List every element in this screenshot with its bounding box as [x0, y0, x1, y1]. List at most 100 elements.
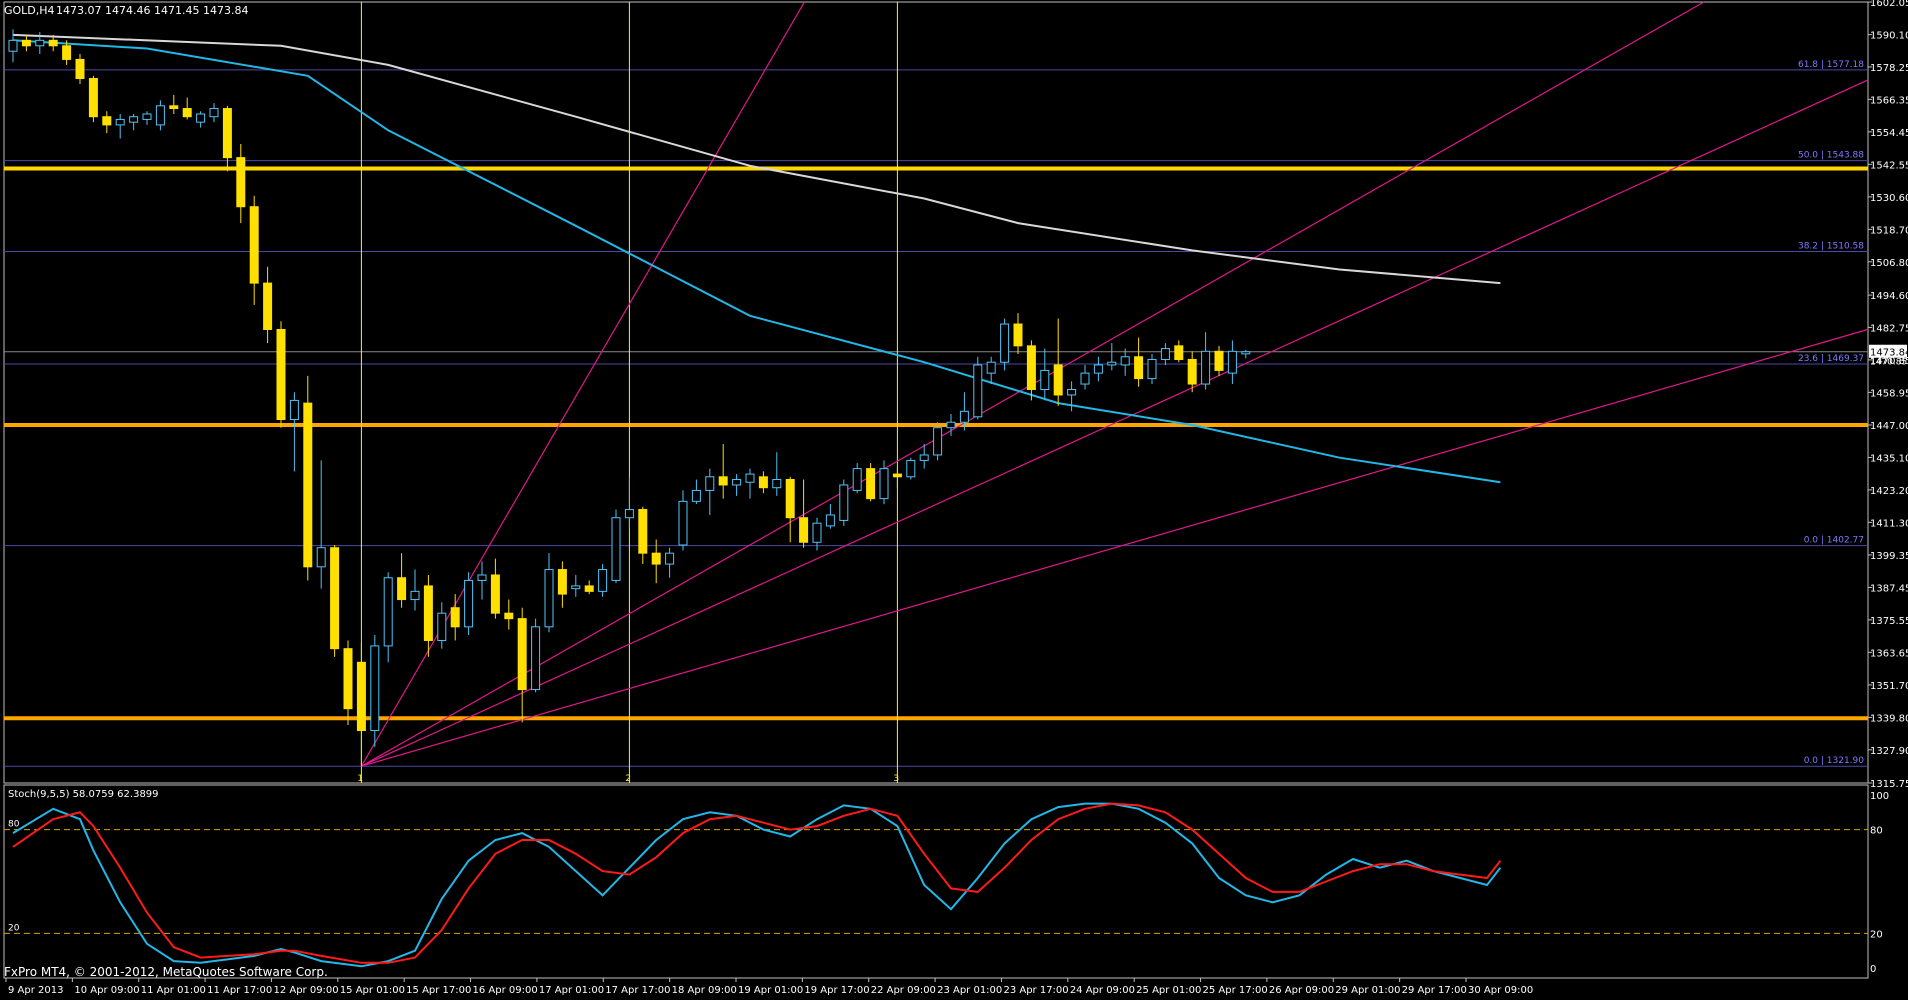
candle-body	[1241, 351, 1251, 355]
candle-body	[21, 39, 31, 47]
candle-body	[892, 473, 902, 478]
candle-body	[115, 118, 125, 126]
price-tick-label: 1578.25	[1870, 63, 1908, 74]
candle-body	[1227, 350, 1237, 374]
time-tick-label: 25 Apr 01:00	[1136, 985, 1201, 996]
time-tick-label: 29 Apr 01:00	[1335, 985, 1400, 996]
time-tick-label: 25 Apr 17:00	[1203, 985, 1268, 996]
candle-body	[933, 427, 943, 456]
candle-body	[1134, 356, 1144, 380]
price-tick-label: 1339.80	[1870, 713, 1908, 724]
symbol-label: GOLD,H4	[4, 4, 55, 17]
current-price-sub-label: 1470.85	[1870, 358, 1907, 368]
stoch-level-label: 80	[8, 820, 20, 830]
candle-body	[464, 579, 474, 628]
time-tick-label: 15 Apr 01:00	[340, 985, 405, 996]
price-tick-label: 1530.60	[1870, 193, 1908, 204]
candle-body	[289, 399, 299, 421]
fib-level-label: 50.0 | 1543.88	[1798, 151, 1864, 161]
price-tick-label: 1554.45	[1870, 128, 1908, 139]
cycle-lines: 1 2 3	[357, 2, 899, 784]
candle-body	[946, 421, 956, 429]
candle-body	[48, 39, 58, 47]
candle-body	[236, 157, 246, 208]
price-tick-label: 1399.35	[1870, 551, 1908, 562]
candle-body	[1040, 369, 1050, 390]
time-tick-label: 18 Apr 09:00	[672, 985, 737, 996]
price-tick-label: 1602.05	[1870, 0, 1908, 9]
candle-body	[678, 500, 688, 546]
candle-body	[129, 116, 139, 123]
fibonacci-levels: 61.8 | 1577.18 50.0 | 1543.88 38.2 | 1510.…	[4, 60, 1868, 767]
time-tick-label: 17 Apr 01:00	[539, 985, 604, 996]
candle-body	[1067, 388, 1077, 396]
time-axis: 9 Apr 2013 10 Apr 09:00 11 Apr 01:00 11 Apr…	[5, 978, 1533, 996]
candle-body	[638, 509, 648, 554]
candle-body	[356, 661, 366, 731]
candle-body	[571, 585, 581, 590]
fib-level-label: 0.0 | 1321.90	[1804, 756, 1865, 766]
stoch-series-line	[12, 802, 1502, 968]
price-tick-label: 1470.85	[1870, 356, 1908, 367]
candle-body	[745, 473, 755, 483]
candle-body	[1026, 345, 1036, 390]
candle-body	[732, 479, 742, 486]
fib-level-label: 61.8 | 1577.18	[1798, 60, 1864, 70]
candle-body	[102, 116, 112, 126]
candle-body	[423, 585, 433, 641]
time-tick-label: 19 Apr 17:00	[804, 985, 869, 996]
candle-body	[1160, 348, 1170, 360]
time-tick-label: 17 Apr 17:00	[605, 985, 670, 996]
candle-body	[1214, 350, 1224, 371]
candle-body	[718, 476, 728, 486]
candle-body	[825, 514, 835, 527]
price-tick-label: 1363.65	[1870, 648, 1908, 659]
candle-body	[758, 476, 768, 489]
stoch-tick-label: 100	[1870, 791, 1889, 802]
stoch-series-line	[12, 802, 1502, 964]
moving-average-line	[12, 39, 1501, 484]
candle-body	[1053, 364, 1063, 396]
price-axis: 1602.05 1590.10 1578.25 1566.35 1554.45 1542.…	[1868, 0, 1908, 790]
candle-body	[1120, 356, 1130, 366]
gann-fan-line	[361, 79, 1869, 767]
candle-body	[544, 569, 554, 628]
time-tick-label: 23 Apr 17:00	[1003, 985, 1068, 996]
gann-fan-line	[360, 1, 805, 767]
stochastic-panel: Stoch(9,5,5) 58.0759 62.3899 80 20 100 80 20 0	[4, 789, 1889, 975]
candle-body	[196, 113, 206, 123]
price-tick-label: 1447.00	[1870, 421, 1908, 432]
stoch-indicator-label: Stoch(9,5,5) 58.0759 62.3899	[8, 789, 159, 800]
candle-body	[812, 522, 822, 543]
time-tick-label: 24 Apr 09:00	[1070, 985, 1135, 996]
candle-body	[959, 410, 969, 423]
candle-body	[276, 328, 286, 421]
fib-level-label: 0.0 | 1402.77	[1804, 536, 1864, 546]
candle-body	[142, 113, 152, 120]
candle-body	[8, 39, 18, 52]
candle-body	[665, 552, 675, 565]
candle-body	[316, 547, 326, 568]
candle-body	[490, 574, 500, 614]
price-tick-label: 1566.35	[1870, 95, 1908, 106]
candle-body	[1201, 350, 1211, 385]
price-tick-label: 1411.30	[1870, 518, 1908, 529]
cycle-line-label: 3	[893, 774, 899, 784]
candle-body	[624, 509, 634, 519]
candle-body	[1093, 364, 1103, 374]
price-tick-label: 1423.20	[1870, 486, 1908, 497]
current-price-tag-label: 1473.84	[1870, 348, 1908, 359]
fib-level-label: 38.2 | 1510.58	[1798, 242, 1864, 252]
candle-body	[343, 648, 353, 710]
candle-body	[611, 517, 621, 581]
candle-body	[222, 108, 232, 159]
candle-body	[1013, 323, 1023, 347]
cycle-line-label: 1	[357, 774, 363, 784]
time-tick-label: 23 Apr 01:00	[937, 985, 1002, 996]
candle-body	[303, 402, 313, 568]
copyright-text: FxPro MT4, © 2001-2012, MetaQuotes Softw…	[4, 965, 328, 979]
candle-body	[169, 105, 179, 110]
cycle-line-label: 2	[625, 774, 631, 784]
